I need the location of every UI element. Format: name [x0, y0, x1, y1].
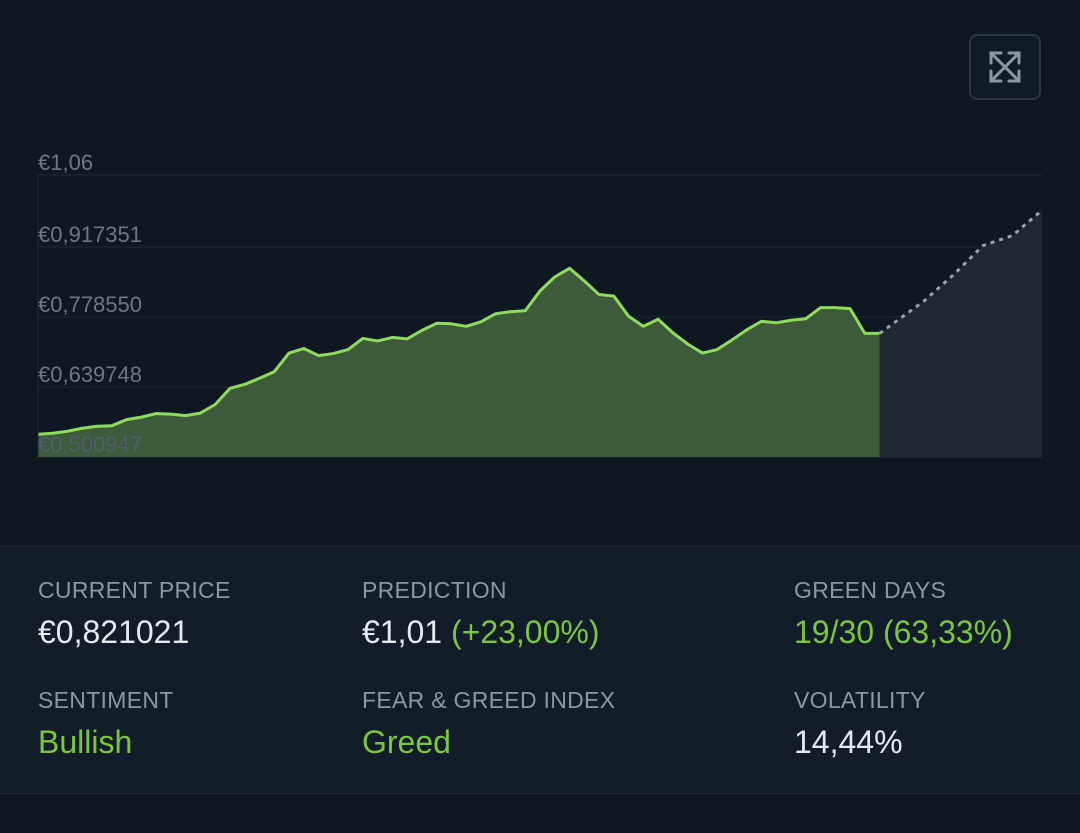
prediction-price: €1,01: [362, 614, 443, 650]
stat-value: 19/30 (63,33%): [794, 614, 1013, 650]
stat-value: €1,01 (+23,00%): [362, 614, 600, 651]
stat-label: GREEN DAYS: [794, 577, 947, 603]
expand-button[interactable]: [969, 34, 1041, 100]
price-chart-svg: €1,06 €0,917351 €0,778550 €0,639748 €0,50094…: [37, 150, 1043, 458]
y-tick-label: €0,917351: [38, 222, 142, 247]
y-tick-label: €1,06: [38, 150, 93, 175]
y-tick-label: €0,778550: [38, 292, 142, 317]
y-tick-label: €0,639748: [38, 362, 142, 387]
stat-green-days: GREEN DAYS 19/30 (63,33%): [794, 577, 1013, 651]
y-tick-label: €0,500947: [38, 432, 142, 457]
stat-current-price: CURRENT PRICE €0,821021: [38, 577, 231, 651]
stat-label: FEAR & GREED INDEX: [362, 687, 616, 713]
stat-value: Greed: [362, 724, 451, 760]
stat-value: €0,821021: [38, 614, 190, 650]
history-area: [38, 268, 880, 457]
stats-panel: CURRENT PRICE €0,821021 PREDICTION €1,01…: [0, 546, 1080, 794]
stat-value: 14,44%: [794, 724, 903, 760]
prediction-change: (+23,00%): [450, 614, 600, 650]
stat-label: PREDICTION: [362, 577, 507, 603]
stat-label: CURRENT PRICE: [38, 577, 231, 603]
stat-label: SENTIMENT: [38, 687, 174, 713]
prediction-line: [878, 209, 1043, 335]
stat-fear-greed: FEAR & GREED INDEX Greed: [362, 687, 615, 761]
stat-value: Bullish: [38, 724, 133, 760]
expand-arrows-icon: [989, 51, 1021, 83]
prediction-area: [879, 210, 1042, 457]
stat-label: VOLATILITY: [794, 687, 926, 713]
stat-sentiment: SENTIMENT Bullish: [38, 687, 174, 761]
history-line: [37, 266, 880, 436]
price-chart: €1,06 €0,917351 €0,778550 €0,639748 €0,50094…: [0, 140, 1080, 480]
stat-prediction: PREDICTION €1,01 (+23,00%): [362, 577, 600, 651]
stat-volatility: VOLATILITY 14,44%: [794, 687, 926, 761]
